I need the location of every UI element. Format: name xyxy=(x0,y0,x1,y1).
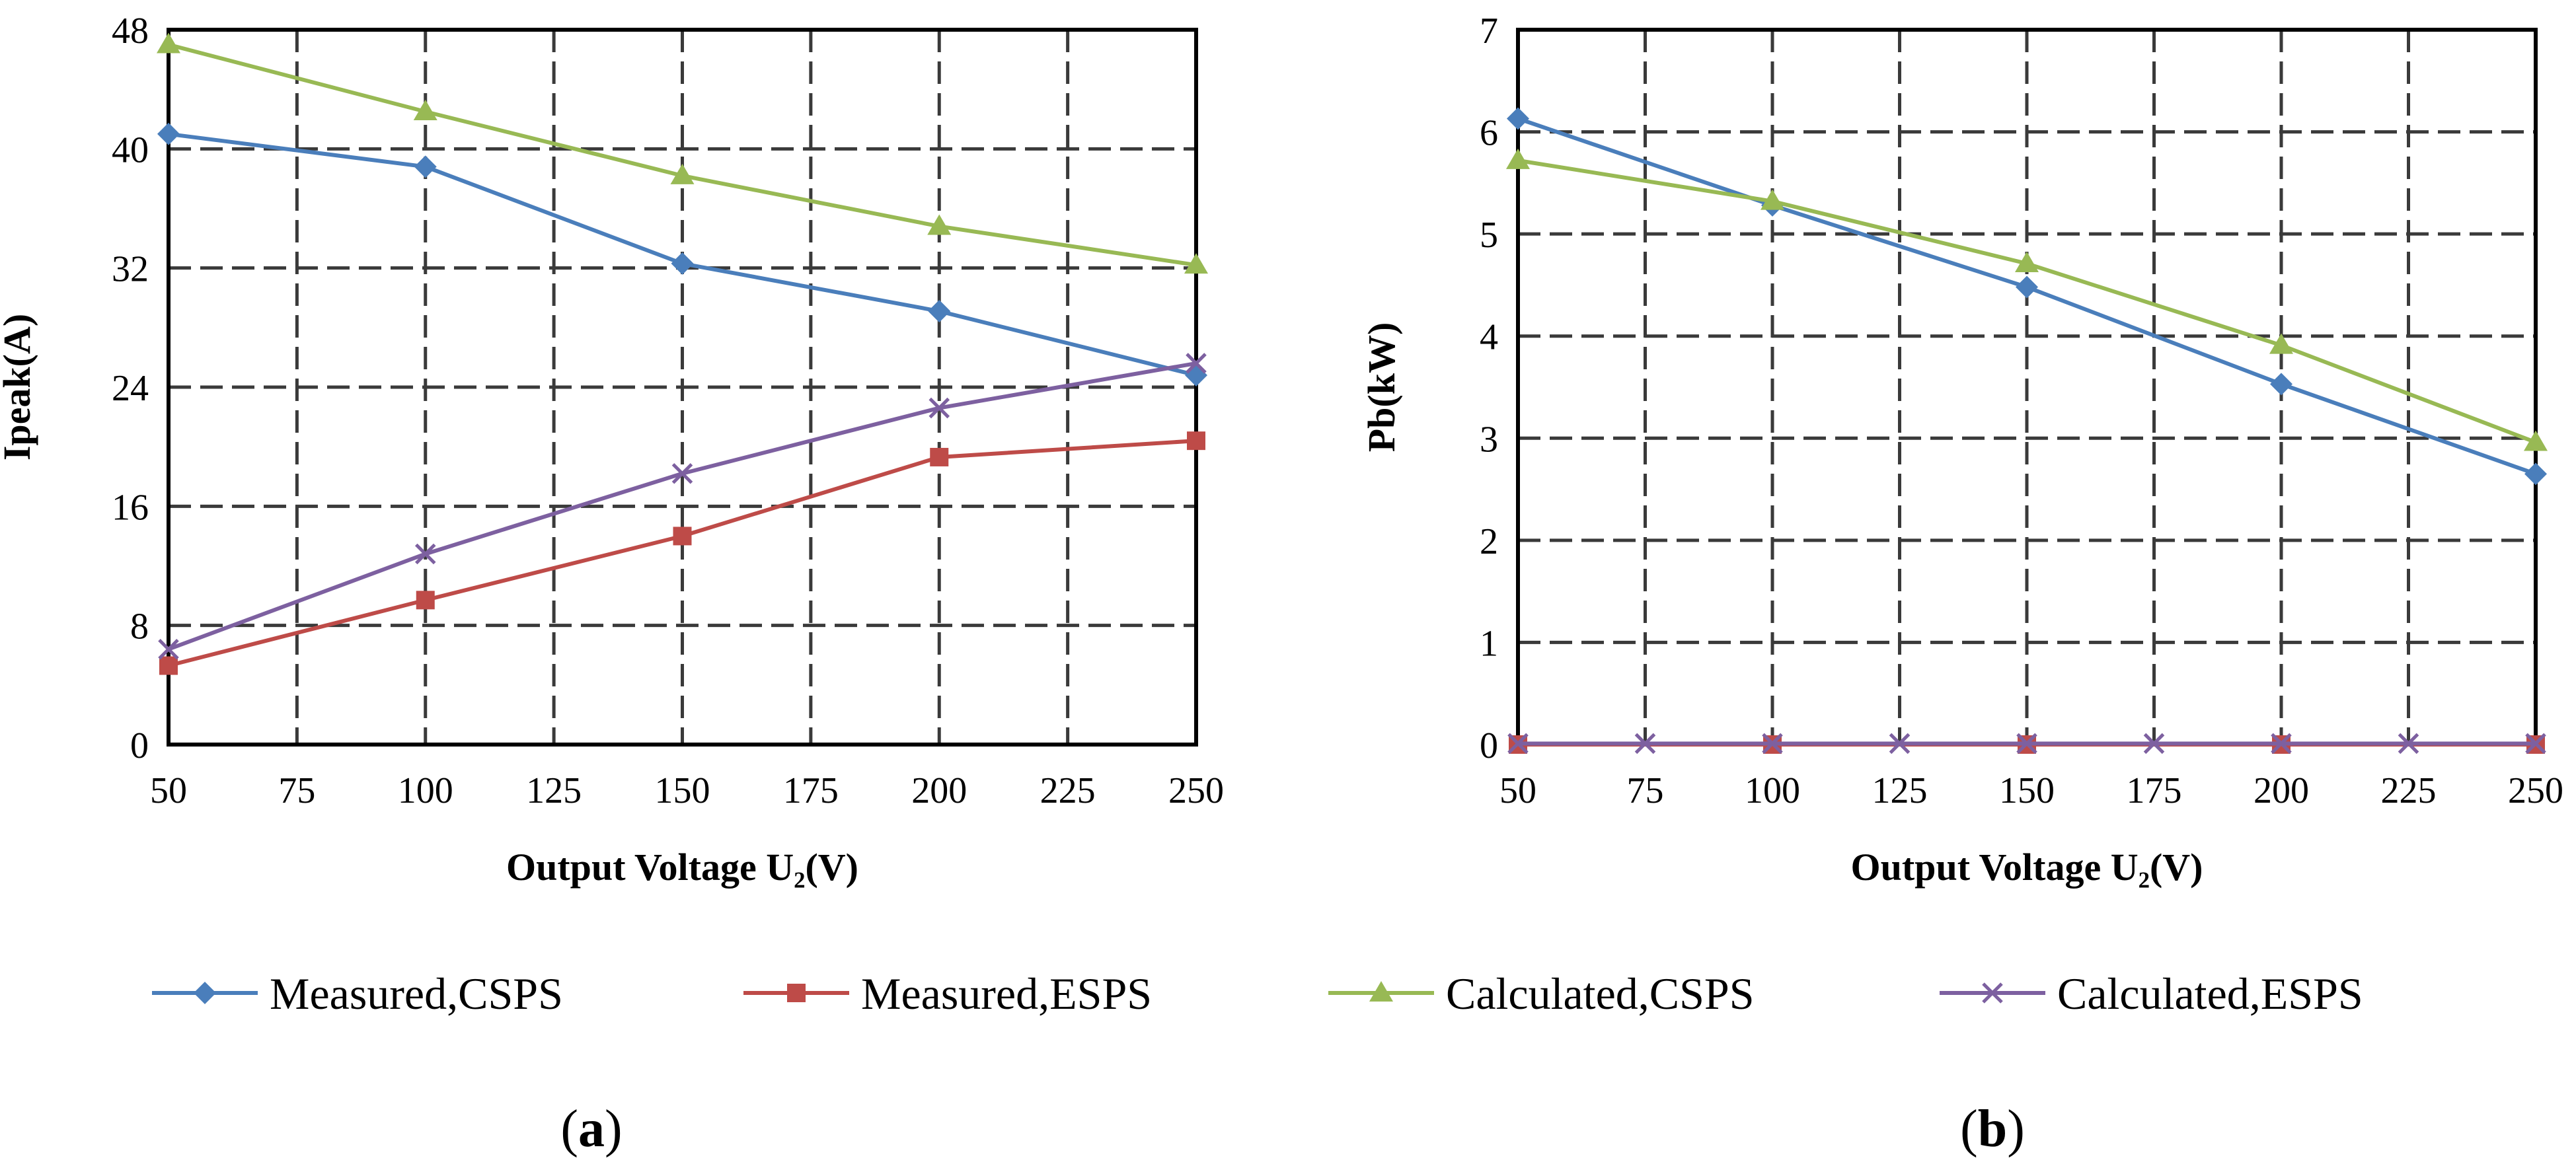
x-tick-label: 150 xyxy=(1999,770,2055,811)
y-tick-label: 7 xyxy=(1480,11,1498,52)
x-tick-label: 200 xyxy=(911,770,967,811)
data-point xyxy=(1507,107,1529,130)
x-tick-label: 200 xyxy=(2254,770,2309,811)
y-axis-label: Ipeak(A) xyxy=(0,314,38,460)
x-tick-label: 125 xyxy=(1872,770,1928,811)
data-point xyxy=(2525,733,2546,754)
x-tick-label: 175 xyxy=(783,770,839,811)
data-point xyxy=(414,155,437,178)
data-point xyxy=(1761,189,1784,210)
y-tick-label: 32 xyxy=(112,249,149,290)
x-tick-label: 50 xyxy=(1499,770,1536,811)
data-point xyxy=(157,122,180,145)
data-point xyxy=(2016,275,2038,299)
legend-marker xyxy=(194,982,216,1004)
x-tick-label: 225 xyxy=(1040,770,1096,811)
legend: Measured,CSPS Measured,ESPS Calculated,CSP… xyxy=(152,969,2363,1019)
data-point xyxy=(1507,733,1529,754)
data-point xyxy=(2016,733,2037,754)
data-point xyxy=(673,527,692,546)
x-tick-label: 75 xyxy=(1627,770,1664,811)
x-axis-label: Output Voltage U₂(V) xyxy=(1851,846,2203,889)
data-point xyxy=(2271,733,2292,754)
data-point xyxy=(671,252,694,275)
data-point xyxy=(2015,251,2039,272)
y-tick-label: 48 xyxy=(112,11,149,52)
data-point xyxy=(2524,462,2547,486)
data-point xyxy=(1506,148,1530,169)
legend-item: Measured,ESPS xyxy=(743,969,1152,1019)
data-point xyxy=(2269,333,2293,354)
y-tick-label: 40 xyxy=(112,129,149,170)
data-point xyxy=(159,656,178,675)
y-tick-label: 3 xyxy=(1480,419,1498,460)
y-axis-label: Pb(kW) xyxy=(1360,322,1403,453)
x-tick-label: 125 xyxy=(526,770,582,811)
data-point xyxy=(671,462,693,484)
data-point xyxy=(2143,733,2165,754)
x-tick-label: 250 xyxy=(2508,770,2563,811)
data-point xyxy=(414,543,436,565)
data-point xyxy=(930,447,949,466)
panel-label-b: (b) xyxy=(1960,1100,2025,1158)
legend-label: Measured,ESPS xyxy=(861,969,1152,1019)
data-point xyxy=(157,32,180,54)
x-tick-label: 150 xyxy=(655,770,710,811)
legend-marker xyxy=(787,984,806,1002)
data-point xyxy=(1634,733,1656,754)
legend-item: Measured,CSPS xyxy=(152,969,563,1019)
legend-label: Measured,CSPS xyxy=(270,969,563,1019)
legend-item: Calculated,CSPS xyxy=(1328,969,1755,1019)
x-tick-label: 75 xyxy=(278,770,315,811)
y-tick-label: 6 xyxy=(1480,113,1498,154)
legend-marker xyxy=(1982,982,2003,1004)
x-tick-label: 175 xyxy=(2127,770,2182,811)
data-point xyxy=(928,397,950,419)
data-point xyxy=(927,214,952,235)
x-tick-label: 100 xyxy=(1745,770,1800,811)
data-point xyxy=(2524,430,2548,451)
legend-label: Calculated,CSPS xyxy=(1446,969,1755,1019)
y-tick-label: 24 xyxy=(112,368,149,409)
y-tick-label: 0 xyxy=(130,725,149,766)
y-tick-label: 16 xyxy=(112,487,149,528)
y-tick-label: 4 xyxy=(1480,317,1498,358)
y-tick-label: 5 xyxy=(1480,215,1498,256)
data-point xyxy=(1889,733,1911,754)
data-point xyxy=(670,163,695,184)
data-point xyxy=(1187,431,1205,451)
data-point xyxy=(158,638,179,660)
chart-b: 50 75 100 125 150 175 200 225 250 0 1 2 3 4 5 6 7 Output … xyxy=(1360,11,2563,889)
data-point xyxy=(928,300,951,323)
data-point xyxy=(2398,733,2419,754)
x-tick-label: 50 xyxy=(150,770,187,811)
x-axis-label: Output Voltage U₂(V) xyxy=(506,846,858,889)
data-point xyxy=(2270,373,2292,396)
chart-a: 50 75 100 125 150 175 200 225 250 0 8 16 24 32 40 48 Out… xyxy=(0,11,1224,889)
x-tick-label: 225 xyxy=(2381,770,2437,811)
data-point xyxy=(416,591,435,610)
x-tick-label: 250 xyxy=(1168,770,1224,811)
y-tick-label: 2 xyxy=(1480,521,1498,562)
data-point xyxy=(1186,353,1207,374)
legend-marker xyxy=(1369,981,1393,1002)
y-tick-label: 8 xyxy=(130,606,149,647)
legend-label: Calculated,ESPS xyxy=(2057,969,2363,1019)
y-tick-label: 0 xyxy=(1480,725,1498,766)
plot-frame xyxy=(167,28,1198,747)
legend-item: Calculated,ESPS xyxy=(1940,969,2363,1019)
x-tick-label: 100 xyxy=(398,770,453,811)
y-tick-label: 1 xyxy=(1480,623,1498,664)
panel-label-a: (a) xyxy=(560,1100,622,1158)
data-point xyxy=(413,99,437,120)
data-point xyxy=(1762,733,1783,754)
data-point xyxy=(1184,253,1208,274)
